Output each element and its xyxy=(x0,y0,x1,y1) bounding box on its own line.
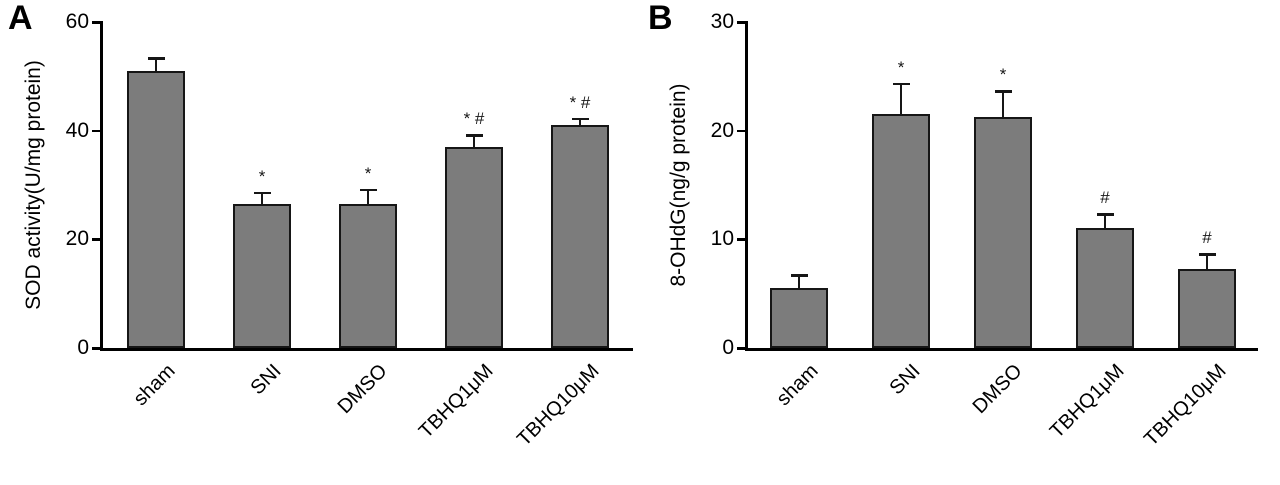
error-bar-cap xyxy=(253,191,271,195)
x-category-label: DMSO xyxy=(968,360,1027,418)
significance-marker: * xyxy=(258,166,266,186)
error-bar-cap xyxy=(465,134,483,137)
bar xyxy=(1076,228,1134,348)
significance-marker: * xyxy=(897,57,905,77)
error-bar xyxy=(797,274,801,289)
y-axis-tick xyxy=(92,21,103,24)
y-axis-tick xyxy=(92,129,103,133)
y-tick-label: 40 xyxy=(65,118,89,142)
panel-a: A 0 20 40 60 sham * SNI * DMSO * # TBHQ1μM * # TBHQ1… xyxy=(8,0,633,451)
y-axis-tick xyxy=(737,21,748,24)
y-axis-title: 8-OHdG(ng/g protein) xyxy=(667,83,690,287)
error-bar-cap xyxy=(994,90,1012,93)
error-bar xyxy=(154,57,158,71)
ohdg-bar-chart: 0 10 20 30 sham * SNI * DMSO # TBHQ1μM # TBHQ10μM 8-O… xyxy=(640,0,1280,485)
sod-activity-bar-chart: 0 20 40 60 sham * SNI * DMSO * # TBHQ1μM * # TBHQ10μ… xyxy=(22,11,633,451)
x-category-label: sham xyxy=(772,360,823,411)
error-bar-cap xyxy=(790,274,808,277)
error-bar xyxy=(260,191,264,205)
error-bar-cap xyxy=(892,82,910,86)
bar xyxy=(339,204,397,348)
significance-marker: # xyxy=(1202,228,1212,248)
error-bar-cap xyxy=(1198,253,1216,256)
y-tick-label: 60 xyxy=(65,10,89,33)
error-bar xyxy=(1205,253,1209,269)
x-category-label: DMSO xyxy=(333,360,392,418)
x-category-label: TBHQ1μM xyxy=(1045,360,1129,443)
y-tick-label: 20 xyxy=(710,118,734,142)
significance-marker: # xyxy=(1100,188,1110,208)
x-category-label: TBHQ10μM xyxy=(513,360,604,451)
panel-a-letter: A xyxy=(8,0,33,37)
panel-b-letter: B xyxy=(648,0,673,37)
x-category-label: sham xyxy=(129,360,180,411)
y-axis-title: SOD activity(U/mg protein) xyxy=(22,60,45,310)
error-bar xyxy=(899,82,903,115)
bar xyxy=(233,204,291,348)
error-bar xyxy=(578,117,582,126)
bar xyxy=(770,288,828,348)
bar xyxy=(127,70,185,348)
y-tick-label: 0 xyxy=(77,336,89,359)
y-axis-tick xyxy=(737,238,748,241)
y-axis-tick xyxy=(92,238,103,241)
y-tick-label: 20 xyxy=(65,227,89,251)
y-axis-tick xyxy=(737,347,748,350)
plot-area: 0 10 20 30 sham * SNI * DMSO # TBHQ1μM # TBHQ10μM xyxy=(711,11,1258,451)
bar xyxy=(445,146,503,348)
error-bar-cap xyxy=(359,188,377,192)
bar xyxy=(551,125,609,348)
bar xyxy=(1178,268,1236,348)
error-bar-cap xyxy=(147,57,165,60)
x-category-label: TBHQ10μM xyxy=(1140,360,1231,451)
bar xyxy=(872,114,930,348)
significance-marker: * # xyxy=(463,109,485,129)
error-bar xyxy=(366,188,370,205)
error-bar-cap xyxy=(571,117,589,121)
y-tick-label: 10 xyxy=(710,227,734,251)
error-bar xyxy=(472,134,476,147)
y-axis-tick xyxy=(737,129,748,133)
x-category-label: SNI xyxy=(246,360,286,400)
error-bar-cap xyxy=(1096,213,1114,216)
panel-b: B 0 10 20 30 sham * SNI * DMSO # TBHQ1μM # TBHQ10μM 8… xyxy=(640,0,1280,485)
plot-area: 0 20 40 60 sham * SNI * DMSO * # TBHQ1μM * # TBHQ10μ… xyxy=(66,11,633,451)
error-bar xyxy=(1001,90,1005,117)
y-tick-label: 0 xyxy=(722,336,734,359)
bar xyxy=(974,116,1032,348)
significance-marker: * xyxy=(364,163,372,183)
y-tick-label: 30 xyxy=(710,10,734,33)
significance-marker: * xyxy=(999,65,1007,85)
error-bar xyxy=(1103,213,1107,229)
x-category-label: SNI xyxy=(885,360,925,400)
y-axis-tick xyxy=(92,347,103,350)
x-category-label: TBHQ1μM xyxy=(414,360,498,443)
significance-marker: * # xyxy=(569,92,591,112)
